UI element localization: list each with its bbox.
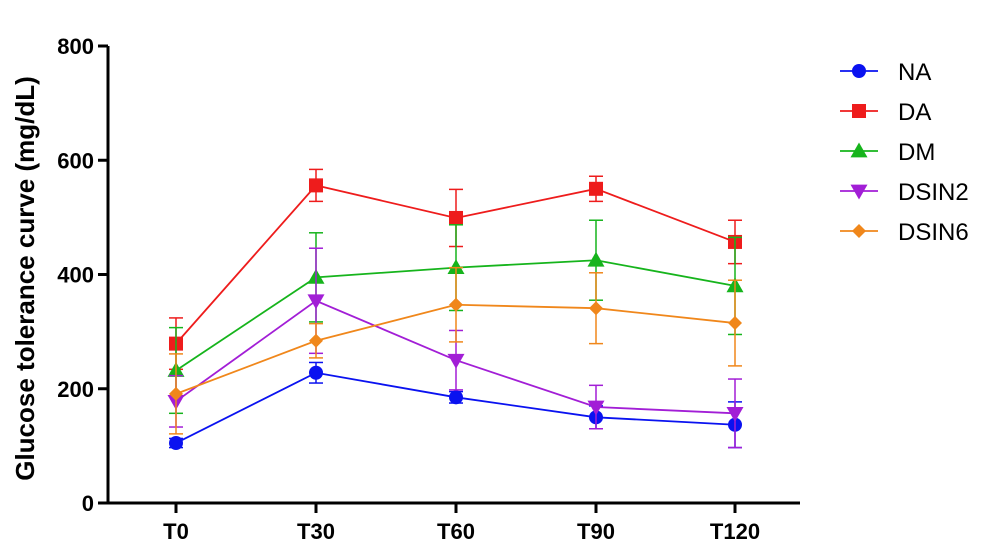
x-tick-label: T90	[577, 519, 615, 543]
data-point	[449, 210, 463, 225]
legend-label: DM	[898, 139, 935, 166]
y-tick-label: 600	[57, 148, 94, 173]
data-point	[307, 294, 325, 310]
data-point	[309, 365, 323, 380]
data-point	[309, 178, 323, 193]
data-point	[726, 406, 744, 422]
data-point	[449, 297, 463, 312]
data-point	[587, 251, 605, 267]
legend-item-da: DA	[840, 99, 931, 126]
legend-marker	[852, 104, 866, 118]
legend-item-dm: DM	[840, 139, 935, 166]
x-tick-label: T30	[297, 519, 335, 543]
data-point	[587, 400, 605, 416]
y-tick-label: 0	[82, 491, 94, 516]
data-point	[169, 436, 183, 451]
x-tick-label: T120	[710, 519, 760, 543]
legend-marker	[852, 224, 866, 238]
series-dsin6	[169, 266, 742, 435]
data-point	[589, 301, 603, 316]
data-point	[728, 316, 742, 331]
legend-label: NA	[898, 59, 931, 86]
data-point	[169, 386, 183, 401]
legend-label: DSIN6	[898, 219, 969, 246]
data-point	[447, 259, 465, 275]
legend-marker	[852, 64, 866, 78]
data-point	[447, 353, 465, 369]
data-point	[589, 181, 603, 196]
legend-marker	[850, 142, 868, 158]
x-tick-label: T0	[163, 519, 189, 543]
legend-label: DSIN2	[898, 179, 969, 206]
legend-item-na: NA	[840, 59, 931, 86]
legend-label: DA	[898, 99, 931, 126]
legend-item-dsin6: DSIN6	[840, 219, 969, 246]
legend-marker	[850, 184, 868, 200]
x-tick-label: T60	[437, 519, 475, 543]
y-tick-label: 200	[57, 377, 94, 402]
data-point	[309, 333, 323, 348]
y-axis-title: Glucose tolerance curve (mg/dL)	[10, 76, 40, 481]
y-tick-label: 400	[57, 263, 94, 288]
y-tick-label: 800	[57, 34, 94, 59]
axes: 0 200 400 600 800 T0 T30 T60 T90 T120 Glucose tole…	[10, 34, 800, 543]
series-layer	[167, 168, 744, 451]
legend-item-dsin2: DSIN2	[840, 179, 969, 206]
legend: NA DA DM DSIN2 DSIN6	[840, 59, 969, 246]
data-point	[449, 390, 463, 405]
